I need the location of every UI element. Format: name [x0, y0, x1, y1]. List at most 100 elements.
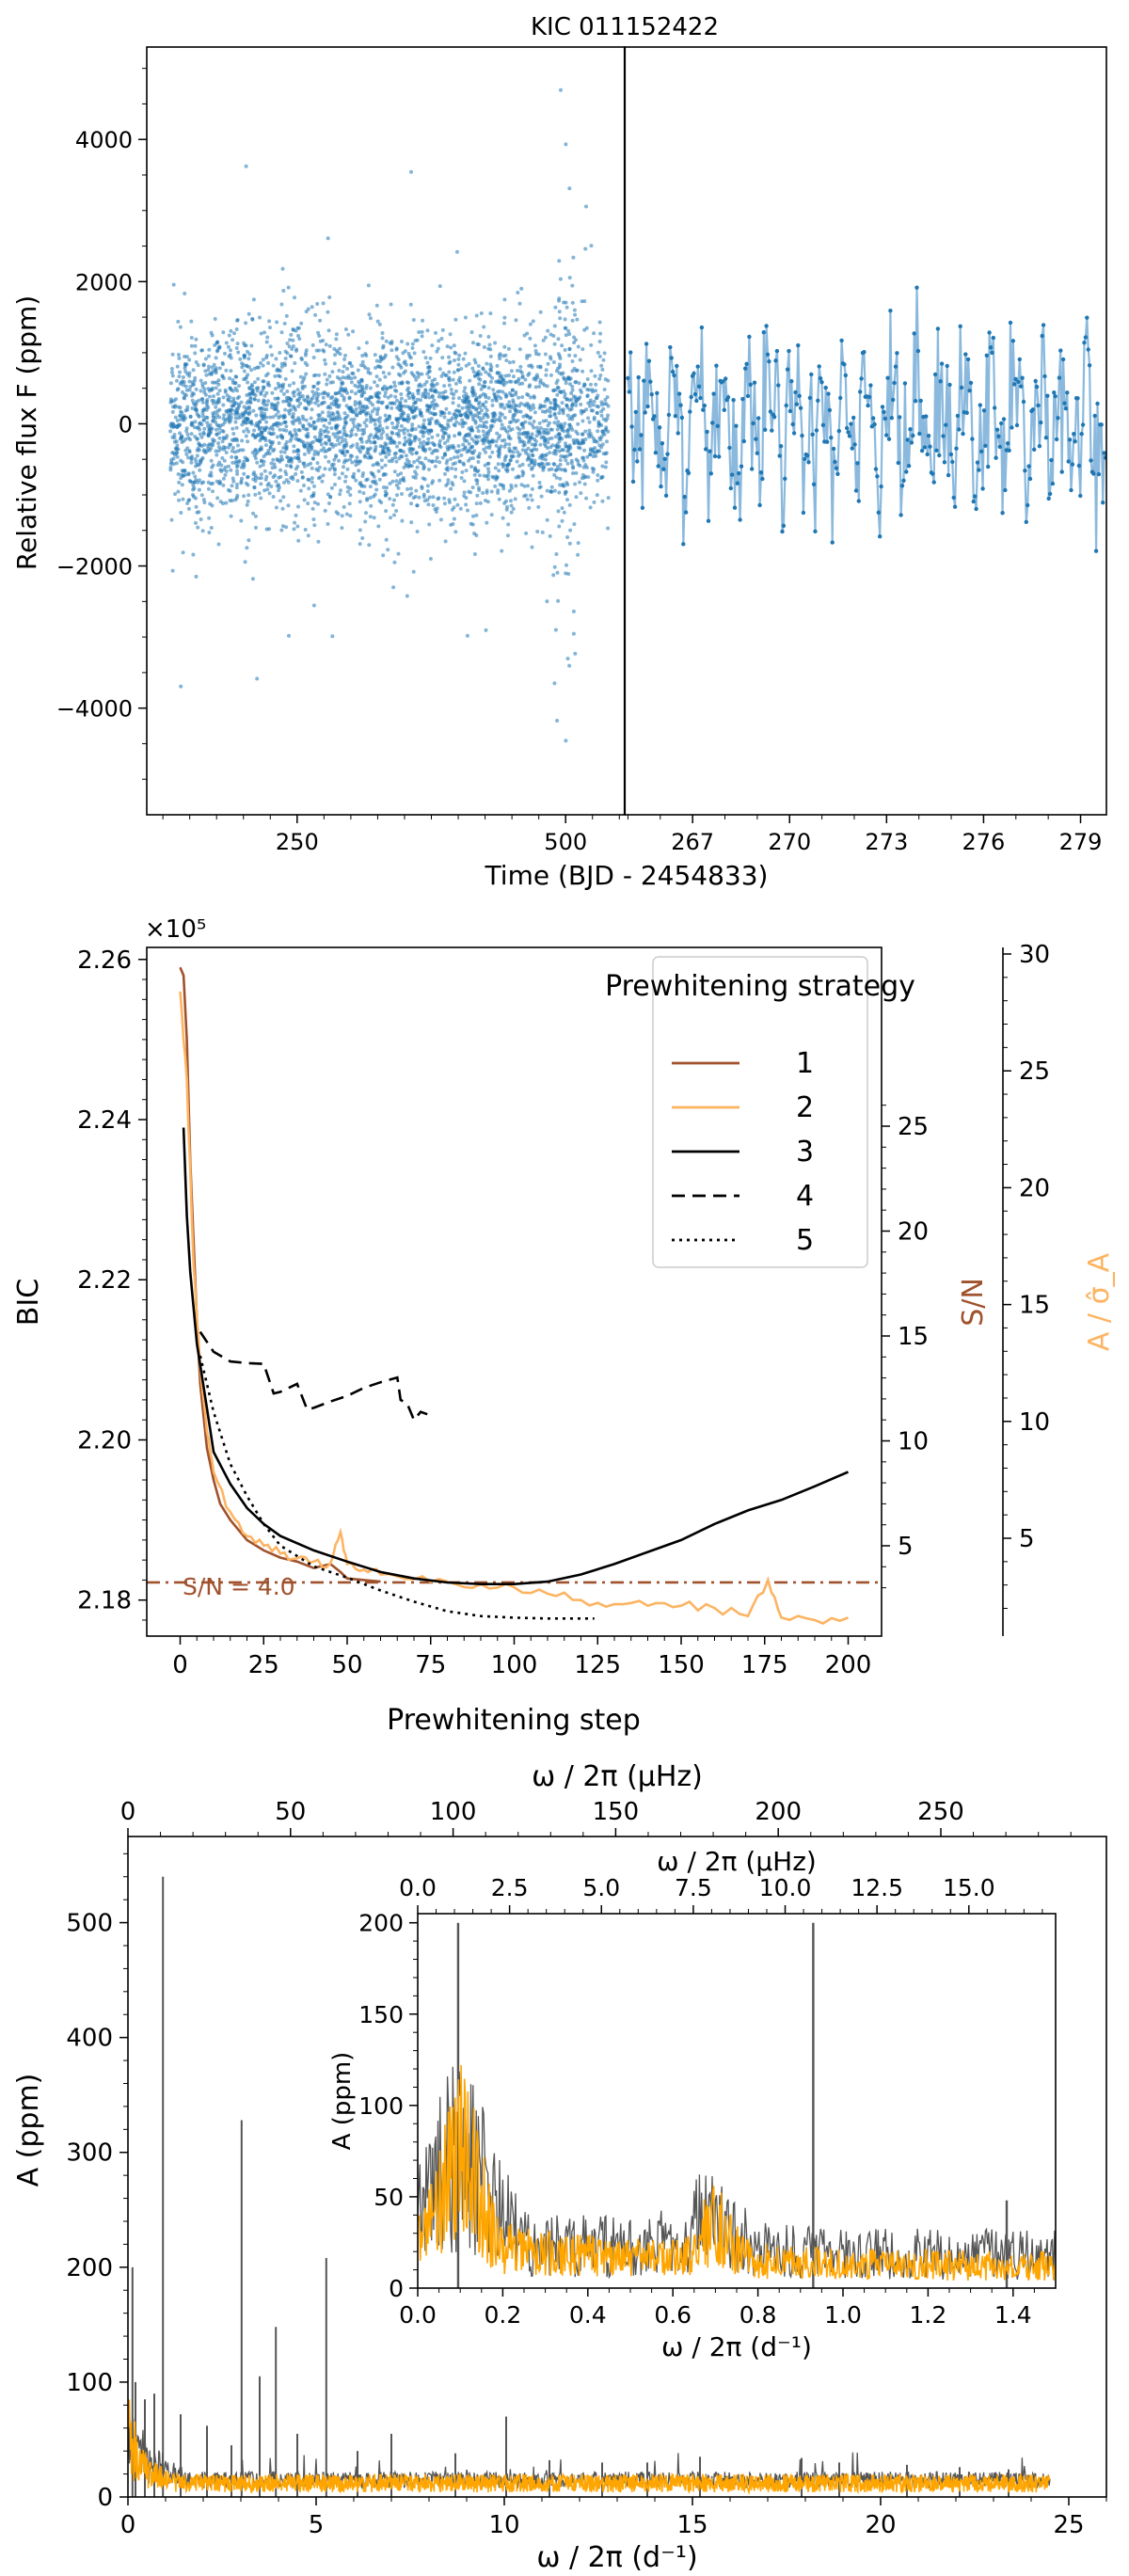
lightcurve-point: [984, 353, 990, 358]
flux-point: [177, 374, 182, 379]
flux-point: [537, 405, 542, 410]
flux-point: [580, 441, 584, 446]
flux-point: [383, 374, 388, 379]
flux-point: [528, 353, 532, 358]
flux-point: [541, 338, 546, 342]
flux-point: [188, 437, 193, 442]
flux-point: [477, 488, 482, 492]
flux-point: [341, 449, 345, 453]
flux-point: [572, 440, 577, 445]
flux-point: [584, 496, 589, 501]
flux-point: [310, 342, 315, 347]
lightcurve-point: [946, 472, 951, 478]
flux-point: [292, 527, 296, 532]
lightcurve-point: [1037, 444, 1042, 449]
flux-point: [456, 404, 461, 408]
flux-point: [560, 428, 564, 432]
flux-point: [215, 391, 220, 396]
flux-point: [436, 497, 440, 501]
flux-point: [394, 479, 399, 484]
flux-point: [486, 432, 490, 437]
flux-point: [300, 358, 304, 362]
flux-point: [351, 443, 355, 448]
flux-point: [272, 406, 277, 411]
flux-point: [453, 408, 458, 413]
flux-point: [377, 377, 382, 382]
flux-point: [292, 393, 296, 398]
flux-point: [177, 480, 182, 485]
flux-point: [273, 374, 278, 378]
flux-point: [481, 438, 485, 443]
flux-point: [389, 302, 393, 307]
flux-point: [224, 451, 229, 454]
flux-point: [515, 369, 519, 373]
flux-point: [452, 412, 456, 417]
flux-point: [201, 414, 205, 419]
flux-point: [305, 435, 310, 439]
flux-point: [302, 397, 307, 402]
flux-point: [527, 463, 532, 468]
flux-point: [428, 356, 433, 360]
flux-point: [390, 479, 395, 484]
flux-point: [485, 425, 489, 430]
flux-point: [358, 381, 362, 386]
flux-point: [376, 462, 381, 467]
amp-tick-label-3: 300: [66, 2139, 113, 2168]
flux-point: [451, 462, 455, 467]
flux-point: [221, 476, 226, 481]
flux-point: [491, 475, 496, 480]
flux-point: [361, 445, 366, 450]
flux-point: [583, 246, 588, 251]
lightcurve-point: [807, 395, 813, 401]
flux-point: [474, 533, 479, 537]
lightcurve-point: [681, 542, 686, 547]
flux-point: [394, 483, 399, 487]
flux-point: [277, 374, 280, 378]
flux-point: [562, 424, 565, 429]
flux-point: [338, 346, 342, 351]
flux-point: [605, 395, 610, 400]
flux-point: [487, 443, 492, 448]
flux-point: [373, 380, 376, 385]
flux-point: [194, 460, 199, 465]
flux-point: [355, 413, 358, 418]
flux-point: [292, 381, 296, 386]
flux-point: [536, 504, 541, 509]
flux-point: [254, 476, 258, 480]
lightcurve-point: [817, 364, 821, 369]
flux-point: [174, 397, 178, 402]
flux-point: [582, 482, 587, 486]
flux-point: [390, 502, 395, 507]
flux-point: [402, 404, 406, 408]
flux-point: [176, 387, 181, 391]
flux-point: [551, 462, 556, 467]
inset-ylabel: A (ppm): [328, 2052, 357, 2151]
flux-point: [351, 421, 356, 425]
flux-point: [500, 438, 504, 443]
flux-point: [594, 389, 598, 393]
strategy-1-line: [179, 966, 381, 1583]
flux-point: [334, 454, 338, 459]
lightcurve-point: [1075, 396, 1080, 401]
flux-point: [369, 415, 373, 420]
flux-point: [484, 400, 488, 405]
flux-point: [495, 431, 500, 436]
flux-point: [265, 372, 270, 376]
flux-point: [530, 449, 534, 453]
flux-point: [511, 398, 516, 403]
flux-point: [501, 516, 505, 520]
flux-point: [477, 473, 482, 478]
flux-point: [177, 498, 182, 502]
flux-point: [452, 517, 456, 521]
flux-point: [587, 435, 592, 439]
flux-point: [475, 493, 480, 498]
lightcurve-point: [644, 342, 649, 346]
flux-point: [434, 459, 438, 464]
lightcurve-point: [830, 540, 835, 545]
flux-point: [335, 398, 340, 403]
flux-point: [236, 443, 240, 448]
flux-point: [261, 379, 265, 384]
flux-point: [365, 497, 370, 501]
flux-point: [584, 204, 588, 209]
flux-point: [270, 466, 275, 470]
